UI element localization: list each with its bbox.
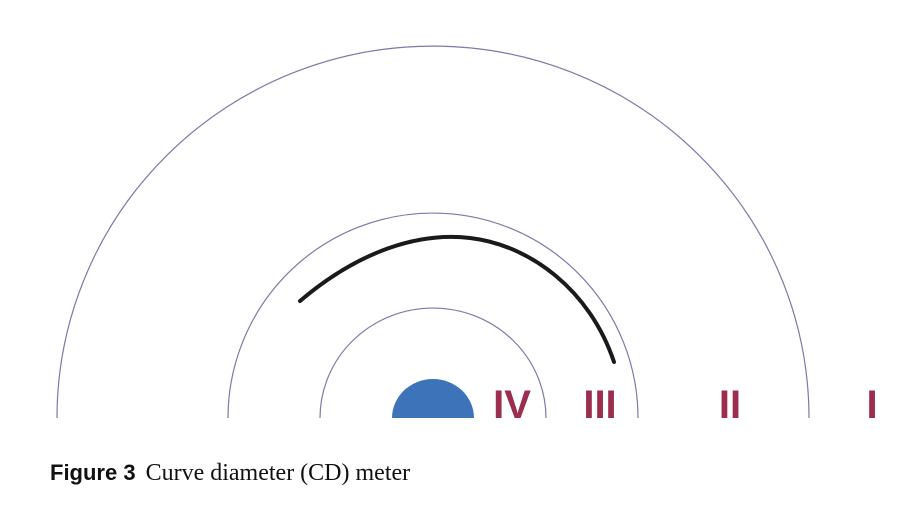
zone-label-ii: II xyxy=(719,383,741,427)
zone-label-iv: IV xyxy=(493,383,531,427)
cd-meter-diagram: IV III II I xyxy=(56,45,878,427)
ring-middle xyxy=(227,212,639,419)
figure-caption-text: Curve diameter (CD) meter xyxy=(145,460,411,486)
ring-inner xyxy=(319,307,547,419)
zone-label-iii: III xyxy=(583,383,616,427)
figure-caption: Figure 3 Curve diameter (CD) meter xyxy=(50,460,410,487)
ring-outer xyxy=(56,45,810,419)
sample-curve xyxy=(298,234,616,364)
figure-label: Figure 3 xyxy=(50,460,136,485)
center-dot xyxy=(392,379,474,418)
zone-label-i: I xyxy=(866,383,877,427)
